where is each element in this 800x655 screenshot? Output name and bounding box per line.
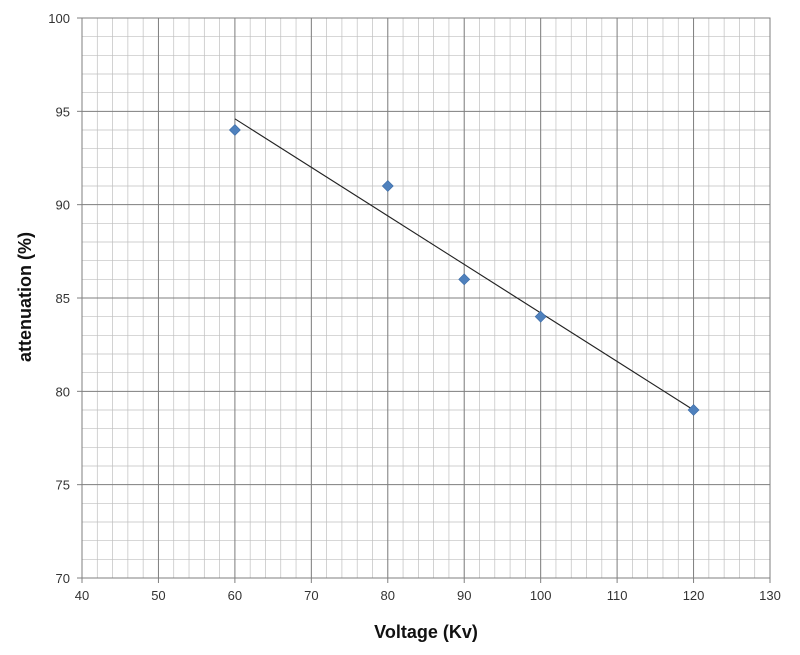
x-axis-title: Voltage (Kv) xyxy=(374,622,478,642)
tick-labels: 40 50 60 70 80 90 100 110 120 130 70 75 80 85 90 95 100 xyxy=(48,11,781,603)
y-tick-label: 85 xyxy=(56,291,70,306)
y-tick-label: 90 xyxy=(56,198,70,213)
x-tick-label: 110 xyxy=(607,588,628,603)
grid xyxy=(81,17,771,579)
x-tick-label: 70 xyxy=(304,588,318,603)
x-tick-label: 80 xyxy=(381,588,395,603)
y-tick-label: 80 xyxy=(56,384,70,399)
y-tick-label: 100 xyxy=(48,11,70,26)
x-tick-label: 40 xyxy=(75,588,89,603)
y-tick-label: 75 xyxy=(56,478,70,493)
data-point xyxy=(534,310,547,323)
y-axis-title: attenuation (%) xyxy=(15,232,35,362)
data-points xyxy=(228,124,700,416)
y-tick-label: 95 xyxy=(56,104,70,119)
data-point xyxy=(458,273,471,286)
y-tick-label: 70 xyxy=(56,571,70,586)
x-tick-label: 90 xyxy=(457,588,471,603)
x-tick-label: 120 xyxy=(683,588,705,603)
trendline xyxy=(234,118,694,411)
data-point xyxy=(381,180,394,192)
x-tick-label: 60 xyxy=(228,588,242,603)
data-point xyxy=(228,124,241,136)
trendline-layer xyxy=(234,118,694,411)
data-point xyxy=(687,404,700,416)
x-tick-label: 100 xyxy=(530,588,552,603)
x-tick-label: 50 xyxy=(151,588,165,603)
x-tick-label: 130 xyxy=(759,588,781,603)
